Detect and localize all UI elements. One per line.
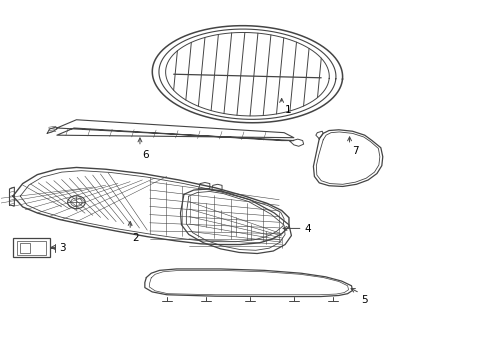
Bar [13,238,49,257]
Text: 6: 6 [143,149,149,159]
Text: 2: 2 [133,233,139,243]
Text: 3: 3 [59,243,66,253]
Text: 5: 5 [361,296,368,306]
Text: 1: 1 [285,105,292,115]
Text: 4: 4 [305,224,311,234]
Bar [20,243,30,253]
Text: 7: 7 [352,145,359,156]
Bar [17,241,46,255]
